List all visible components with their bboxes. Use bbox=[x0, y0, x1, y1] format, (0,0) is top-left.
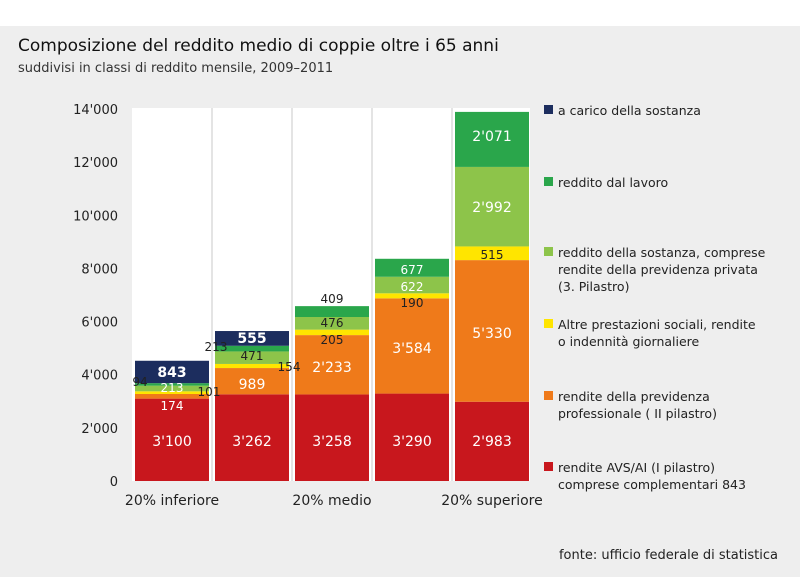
data-label: 190 bbox=[401, 296, 424, 310]
bar-segment bbox=[455, 111, 529, 167]
legend-label: a carico della sostanza bbox=[558, 103, 701, 118]
data-label: 101 bbox=[198, 385, 221, 399]
bar-segment bbox=[375, 276, 449, 294]
data-label: 3'584 bbox=[392, 341, 432, 357]
bar-segment bbox=[375, 258, 449, 277]
data-label: 154 bbox=[278, 360, 301, 374]
bar-segment bbox=[135, 383, 209, 386]
bar-segment bbox=[295, 335, 369, 395]
data-label: 409 bbox=[321, 292, 344, 306]
legend-label: reddito dal lavoro bbox=[558, 175, 669, 190]
bar-segment bbox=[215, 351, 289, 364]
bar-segment bbox=[455, 246, 529, 261]
legend-swatch bbox=[544, 177, 553, 186]
data-label: 476 bbox=[321, 316, 344, 330]
y-tick-label: 0 bbox=[110, 475, 118, 490]
bar-segment bbox=[215, 394, 289, 481]
legend-swatch bbox=[544, 247, 553, 256]
data-label: 5'330 bbox=[472, 326, 511, 342]
legend-label: rendite della previdenza professionale (… bbox=[558, 389, 717, 421]
data-label: 677 bbox=[401, 263, 424, 277]
bar-segment bbox=[375, 293, 449, 299]
data-label: 3'258 bbox=[312, 434, 351, 450]
top-band bbox=[0, 0, 800, 26]
bar-segment bbox=[215, 368, 289, 395]
data-label: 989 bbox=[239, 377, 266, 393]
data-label: 205 bbox=[321, 333, 344, 347]
bar-segment bbox=[135, 385, 209, 392]
data-label: 213 bbox=[205, 340, 228, 354]
bar-segment bbox=[455, 260, 529, 402]
legend-swatch bbox=[544, 319, 553, 328]
bar-segment bbox=[135, 391, 209, 395]
data-label: 2'071 bbox=[472, 129, 511, 145]
legend-swatch bbox=[544, 105, 553, 114]
data-label: 3'100 bbox=[152, 434, 191, 450]
bar-segment bbox=[215, 345, 289, 352]
data-label: 2'233 bbox=[312, 360, 351, 376]
data-label: 3'290 bbox=[392, 434, 431, 450]
bar-segment bbox=[295, 306, 369, 318]
legend-label: reddito della sostanza, comprese rendite… bbox=[558, 245, 766, 294]
bar-segment bbox=[135, 360, 209, 384]
data-label: 94 bbox=[132, 375, 147, 389]
y-tick-label: 2'000 bbox=[81, 422, 118, 437]
bar-segment bbox=[295, 329, 369, 336]
data-label: 555 bbox=[237, 331, 266, 347]
bar-segment bbox=[295, 394, 369, 481]
y-tick-label: 10'000 bbox=[73, 209, 118, 224]
data-label: 174 bbox=[161, 399, 184, 413]
chart-title: Composizione del reddito medio di coppie… bbox=[18, 36, 499, 56]
y-tick-label: 12'000 bbox=[73, 156, 118, 171]
y-tick-label: 4'000 bbox=[81, 369, 118, 384]
data-label: 515 bbox=[481, 248, 504, 262]
bar-segment bbox=[455, 166, 529, 247]
y-tick-label: 14'000 bbox=[73, 103, 118, 118]
bar-segment bbox=[375, 393, 449, 481]
bar-segment bbox=[135, 398, 209, 481]
bar-segment bbox=[215, 363, 289, 369]
y-tick-label: 8'000 bbox=[81, 262, 118, 277]
legend-label: Altre prestazioni sociali, rendite o ind… bbox=[558, 317, 756, 349]
x-tick-label: 20% superiore bbox=[441, 493, 543, 509]
legend-swatch bbox=[544, 391, 553, 400]
bar-segment bbox=[215, 331, 289, 346]
bar-segment bbox=[295, 317, 369, 330]
data-label: 843 bbox=[157, 365, 186, 381]
data-label: 622 bbox=[401, 280, 424, 294]
data-label: 2'983 bbox=[472, 434, 511, 450]
bar-segment bbox=[135, 394, 209, 399]
legend-swatch bbox=[544, 462, 553, 471]
bar-segment bbox=[375, 298, 449, 394]
x-tick-label: 20% medio bbox=[292, 493, 371, 509]
chart-subtitle: suddivisi in classi di reddito mensile, … bbox=[18, 61, 334, 76]
y-tick-label: 6'000 bbox=[81, 316, 118, 331]
data-label: 2'992 bbox=[472, 200, 511, 216]
legend-label: rendite AVS/AI (I pilastro) comprese com… bbox=[558, 460, 746, 492]
data-label: 213 bbox=[161, 381, 184, 395]
x-tick-label: 20% inferiore bbox=[125, 493, 219, 509]
data-label: 471 bbox=[241, 349, 264, 363]
data-label: 3'262 bbox=[232, 434, 271, 450]
source-note: fonte: ufficio federale di statistica bbox=[558, 548, 778, 563]
bar-segment bbox=[455, 401, 529, 481]
